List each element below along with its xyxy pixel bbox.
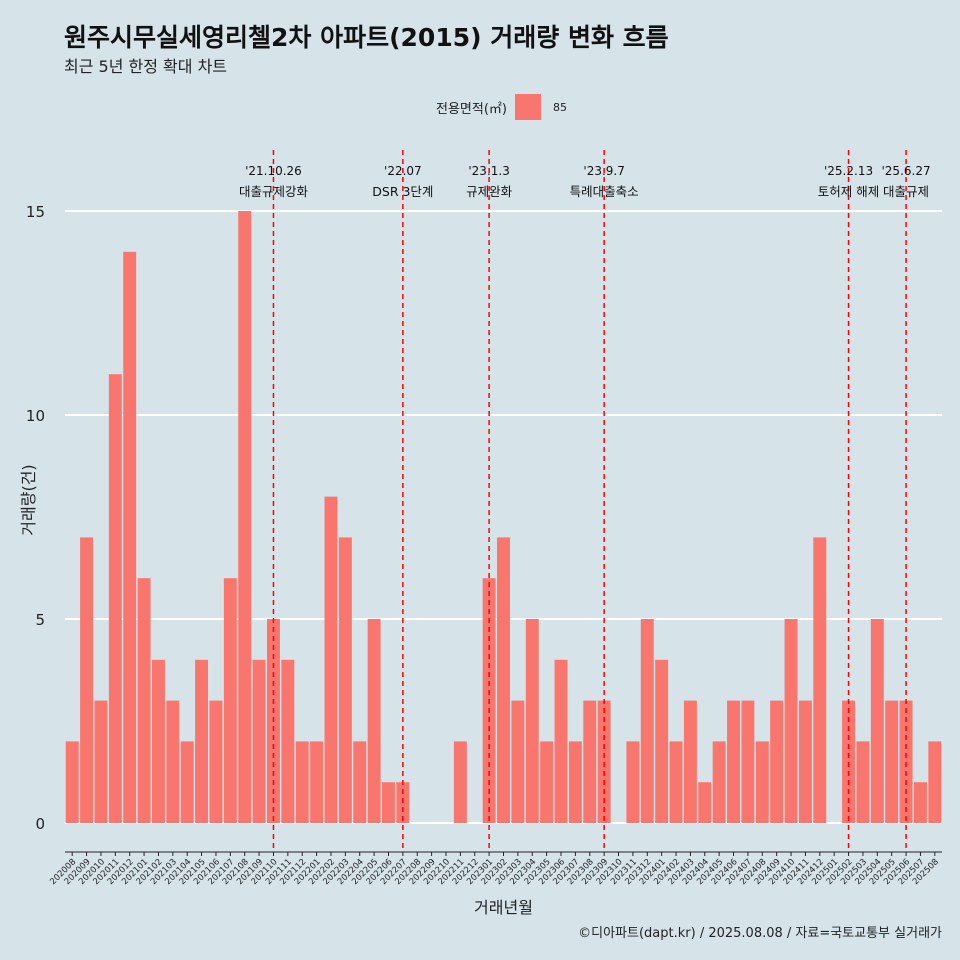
- bar: [281, 659, 295, 823]
- bar: [698, 782, 712, 823]
- bar: [928, 741, 942, 823]
- bar: [856, 741, 870, 823]
- bar: [712, 741, 726, 823]
- bar: [640, 619, 654, 823]
- bar: [367, 619, 381, 823]
- bar: [252, 659, 266, 823]
- bar: [310, 741, 324, 823]
- event-date-label: '23.9.7: [583, 164, 624, 178]
- bar: [497, 537, 510, 823]
- bar: [525, 619, 539, 823]
- event-date-label: '23.1.3: [468, 164, 509, 178]
- event-date-label: '22.07: [384, 164, 422, 178]
- bar: [324, 496, 338, 823]
- event-label: DSR 3단계: [372, 184, 433, 199]
- bar: [65, 741, 79, 823]
- bar: [899, 700, 913, 823]
- bar: [209, 700, 223, 823]
- bar: [137, 578, 151, 823]
- event-date-label: '21.10.26: [245, 164, 302, 178]
- event-label: 대출규제: [883, 184, 929, 199]
- bar: [223, 578, 237, 823]
- bar: [382, 782, 395, 823]
- bar: [784, 619, 798, 823]
- y-tick-label: 0: [35, 815, 45, 833]
- bar: [770, 700, 784, 823]
- legend: 전용면적(㎡) 85: [436, 94, 567, 120]
- bar: [583, 700, 597, 823]
- bar: [568, 741, 582, 823]
- event-label: 규제완화: [466, 184, 513, 199]
- page-subtitle: 최근 5년 한정 확대 차트: [64, 57, 228, 76]
- bar: [94, 700, 108, 823]
- bar: [798, 700, 812, 823]
- bar: [870, 619, 884, 823]
- bar: [913, 782, 927, 823]
- y-axis-title: 거래량(건): [19, 464, 38, 535]
- event-date-label: '25.6.27: [882, 164, 931, 178]
- bar: [554, 659, 568, 823]
- page-title: 원주시무실세영리첼2차 아파트(2015) 거래량 변화 흐름: [64, 23, 669, 52]
- bar: [669, 741, 683, 823]
- y-tick-label: 5: [35, 611, 45, 629]
- bar: [626, 741, 640, 823]
- bar: [453, 741, 467, 823]
- bar: [123, 251, 137, 824]
- bar: [842, 700, 856, 823]
- source-caption: ©디아파트(dapt.kr) / 2025.08.08 / 자료=국토교통부 실…: [578, 926, 942, 941]
- bar: [727, 700, 741, 823]
- bar: [180, 741, 194, 823]
- bar: [683, 700, 697, 823]
- bar: [166, 700, 180, 823]
- legend-label: 85: [552, 100, 567, 114]
- bar: [540, 741, 554, 823]
- y-tick-label: 10: [26, 407, 45, 425]
- bar: [655, 659, 669, 823]
- bar: [353, 741, 367, 823]
- bar: [813, 537, 827, 823]
- legend-swatch: [514, 94, 541, 120]
- y-tick-label: 15: [26, 203, 45, 221]
- bar: [755, 741, 769, 823]
- bar: [108, 374, 122, 823]
- bar: [238, 211, 252, 823]
- legend-title: 전용면적(㎡): [436, 101, 507, 117]
- event-label: 특례대출축소: [570, 184, 639, 199]
- x-axis-title: 거래년월: [474, 898, 533, 917]
- bar: [511, 700, 525, 823]
- bar: [151, 659, 165, 823]
- event-label: 대출규제강화: [239, 184, 309, 199]
- bar: [597, 700, 611, 823]
- bar: [741, 700, 755, 823]
- event-date-label: '25.2.13: [824, 164, 873, 178]
- bar: [80, 537, 94, 823]
- bar: [338, 537, 352, 823]
- bar: [295, 741, 309, 823]
- bar: [195, 659, 209, 823]
- event-label: 토허제 해제: [818, 184, 879, 199]
- bar: [885, 700, 899, 823]
